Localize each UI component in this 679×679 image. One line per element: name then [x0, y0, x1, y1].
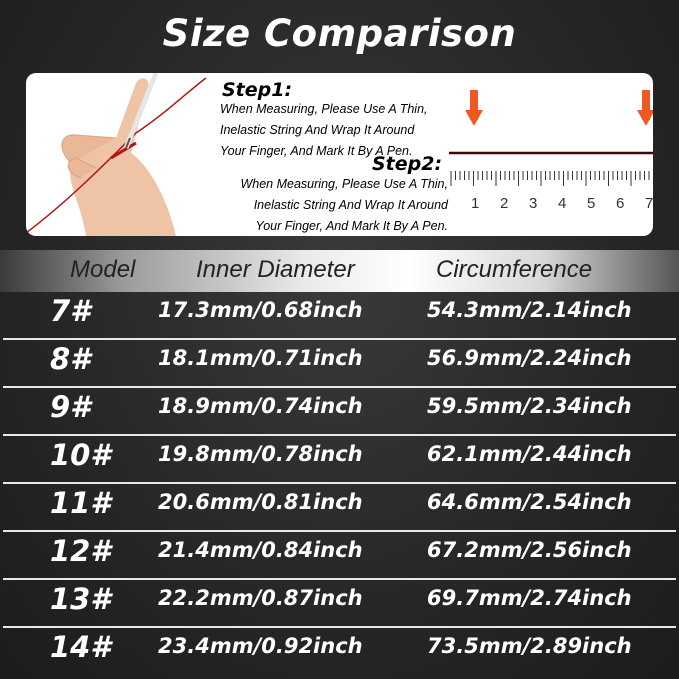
ruler-number: 5 — [587, 195, 596, 212]
ruler-number: 3 — [529, 195, 538, 212]
row-divider — [3, 434, 676, 436]
circumference-cell: 62.1mm/2.44inch — [427, 442, 632, 466]
inner-diameter-cell: 18.9mm/0.74inch — [158, 394, 363, 418]
arrow-down-icon — [465, 90, 483, 126]
step2-text: When Measuring, Please Use A Thin, Inela… — [240, 174, 448, 236]
header-model: Model — [70, 256, 136, 283]
ruler-number: 1 — [471, 195, 480, 212]
row-divider — [3, 338, 676, 340]
row-divider — [3, 386, 676, 388]
inner-diameter-cell: 17.3mm/0.68inch — [158, 298, 363, 322]
table-header-band — [0, 250, 679, 292]
circumference-cell: 56.9mm/2.24inch — [427, 346, 632, 370]
step2-line: Inelastic String And Wrap It Around — [253, 198, 448, 212]
table-row: 10# 19.8mm/0.78inch 62.1mm/2.44inch — [0, 436, 679, 484]
ruler-graphics — [449, 90, 653, 186]
step1-line: Inelastic String And Wrap It Around — [220, 123, 415, 137]
step2-line: Your Finger, And Mark It By A Pen. — [255, 219, 448, 233]
model-cell: 13# — [50, 582, 111, 616]
model-cell: 10# — [50, 438, 111, 472]
table-row: 8# 18.1mm/0.71inch 56.9mm/2.24inch — [0, 340, 679, 388]
step1-text: When Measuring, Please Use A Thin, Inela… — [220, 99, 428, 162]
step2-line: When Measuring, Please Use A Thin, — [240, 177, 448, 191]
model-cell: 8# — [50, 342, 91, 376]
inner-diameter-cell: 20.6mm/0.81inch — [158, 490, 363, 514]
circumference-cell: 64.6mm/2.54inch — [427, 490, 632, 514]
row-divider — [3, 626, 676, 628]
inner-diameter-cell: 18.1mm/0.71inch — [158, 346, 363, 370]
model-cell: 14# — [50, 630, 111, 664]
ruler-number: 6 — [616, 195, 625, 212]
hand-illustration-icon — [26, 73, 207, 236]
table-row: 13# 22.2mm/0.87inch 69.7mm/2.74inch — [0, 580, 679, 628]
ruler-ticks — [450, 171, 650, 186]
step1-line: When Measuring, Please Use A Thin, — [220, 102, 428, 116]
table-row: 9# 18.9mm/0.74inch 59.5mm/2.34inch — [0, 388, 679, 436]
measuring-instructions-card: Step1: When Measuring, Please Use A Thin… — [26, 73, 653, 236]
model-cell: 11# — [50, 486, 111, 520]
table-row: 11# 20.6mm/0.81inch 64.6mm/2.54inch — [0, 484, 679, 532]
arrow-down-icon — [637, 90, 653, 126]
step1-line: Your Finger, And Mark It By A Pen. — [220, 144, 413, 158]
step1-heading: Step1: — [222, 79, 293, 101]
page-title: Size Comparison — [162, 12, 517, 55]
ruler-number: 7 — [645, 195, 653, 212]
circumference-cell: 67.2mm/2.56inch — [427, 538, 632, 562]
ruler-number: 4 — [558, 195, 567, 212]
model-cell: 7# — [50, 294, 91, 328]
table-row: 12# 21.4mm/0.84inch 67.2mm/2.56inch — [0, 532, 679, 580]
header-circumference: Circumference — [436, 256, 593, 283]
inner-diameter-cell: 21.4mm/0.84inch — [158, 538, 363, 562]
model-cell: 9# — [50, 390, 91, 424]
ruler-diagram: 1 2 3 4 5 6 7 — [449, 73, 653, 236]
header-inner-diameter: Inner Diameter — [196, 256, 355, 283]
table-row: 7# 17.3mm/0.68inch 54.3mm/2.14inch — [0, 292, 679, 340]
circumference-cell: 54.3mm/2.14inch — [427, 298, 632, 322]
row-divider — [3, 530, 676, 532]
inner-diameter-cell: 19.8mm/0.78inch — [158, 442, 363, 466]
inner-diameter-cell: 22.2mm/0.87inch — [158, 586, 363, 610]
row-divider — [3, 578, 676, 580]
model-cell: 12# — [50, 534, 111, 568]
circumference-cell: 69.7mm/2.74inch — [427, 586, 632, 610]
table-row: 14# 23.4mm/0.92inch 73.5mm/2.89inch — [0, 628, 679, 676]
circumference-cell: 73.5mm/2.89inch — [427, 634, 632, 658]
row-divider — [3, 482, 676, 484]
inner-diameter-cell: 23.4mm/0.92inch — [158, 634, 363, 658]
ruler-number: 2 — [500, 195, 509, 212]
circumference-cell: 59.5mm/2.34inch — [427, 394, 632, 418]
step2-heading: Step2: — [372, 153, 443, 175]
